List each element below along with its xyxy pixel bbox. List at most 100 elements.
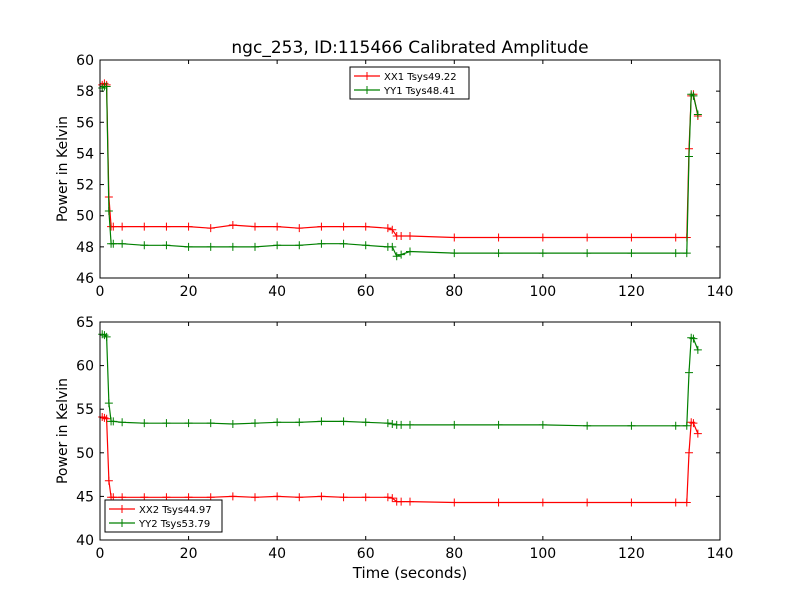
top-series-1-point (339, 222, 348, 231)
top-series-1-point (388, 225, 397, 234)
top-series-2-point (689, 91, 698, 100)
bottom-series-1-line (101, 416, 699, 504)
bottom-series-1-point (693, 429, 702, 438)
top-series-2-point (339, 239, 348, 248)
top-x-tick-label: 100 (529, 284, 556, 300)
bottom-series-2-point (689, 334, 698, 343)
bottom-series-1-point (689, 419, 698, 428)
bottom-y-tick-label: 50 (76, 446, 94, 462)
top-legend-label-2: YY1 Tsys48.41 (383, 86, 455, 97)
top-series-1-point (295, 224, 304, 233)
bottom-series-2-point (693, 345, 702, 354)
top-series-2-point (450, 249, 459, 258)
top-series-1-point (118, 222, 127, 231)
bottom-series-1-point (104, 476, 113, 485)
bottom-series-1-point (682, 498, 691, 507)
top-series-2-point (317, 239, 326, 248)
top-series-2-point (361, 241, 370, 250)
bottom-series-2-point (450, 420, 459, 429)
bottom-x-tick-label: 100 (529, 546, 556, 562)
top-axes-frame (99, 59, 721, 279)
bottom-series-1-point (685, 448, 693, 457)
top-series-1-point (406, 231, 414, 240)
bottom-series-2-point (206, 419, 215, 428)
bottom-series-2-point (383, 419, 392, 428)
bottom-series-2-point (118, 418, 127, 427)
top-y-tick-label: 46 (76, 271, 94, 287)
bottom-legend-marker-1 (118, 505, 126, 513)
top-series-2-point (406, 247, 414, 256)
top-series-1-point (184, 222, 193, 231)
top-series-2-point (104, 207, 113, 216)
top-series-1-point (206, 224, 215, 233)
top-series-2-point (206, 242, 215, 251)
bottom-x-tick-label: 0 (96, 546, 105, 562)
top-y-tick-label: 54 (76, 146, 94, 162)
bottom-series-1-point (339, 493, 348, 502)
top-x-tick-label: 140 (707, 284, 734, 300)
bottom-series-2-point (682, 421, 691, 430)
top-series-2-point (397, 250, 406, 259)
bottom-series-2-point (317, 417, 326, 426)
top-series-2-point (388, 242, 397, 251)
figure-title: ngc_253, ID:115466 Calibrated Amplitude (231, 38, 588, 58)
bottom-series-2-point (184, 419, 193, 428)
top-x-tick-label: 60 (357, 284, 375, 300)
top-series-1-point (671, 233, 680, 242)
top-series-2-point (140, 241, 149, 250)
top-series-1-point (383, 224, 392, 233)
bottom-series-2-point (102, 332, 111, 341)
bottom-y-tick-label: 55 (76, 402, 94, 418)
bottom-series-1-point (228, 492, 237, 501)
bottom-series-2-point (397, 420, 406, 429)
bottom-series-1-point (538, 498, 547, 507)
bottom-series-2-point (538, 420, 547, 429)
bottom-y-axis-label: Power in Kelvin (55, 378, 71, 484)
bottom-series-2-point (109, 417, 118, 426)
bottom-series-1-point (494, 498, 503, 507)
top-series-1-point (317, 222, 326, 231)
bottom-y-tick-label: 45 (76, 489, 94, 505)
top-legend-box (349, 66, 470, 100)
top-series-1-point (538, 233, 547, 242)
top-series-1-point (140, 222, 149, 231)
bottom-series-2-point (140, 419, 149, 428)
bottom-x-tick-label: 140 (707, 546, 734, 562)
bottom-x-tick-label: 20 (180, 546, 198, 562)
bottom-series-2-point (494, 420, 503, 429)
top-legend-marker-1 (363, 72, 371, 80)
top-series-2-point (102, 82, 111, 91)
top-panel: 0 20 40 60 80 100 120 140 46 48 50 52 54 56 58 60 Power… (55, 53, 733, 300)
top-series-2-point (494, 249, 503, 258)
top-series-2-point (538, 249, 547, 258)
top-x-tick-label: 40 (268, 284, 286, 300)
top-series-1-point (494, 233, 503, 242)
top-legend-marker-2 (363, 86, 371, 94)
top-series-1-point (361, 222, 370, 231)
bottom-series-1-point (671, 498, 680, 507)
bottom-legend-marker-2 (118, 519, 126, 527)
bottom-series-2-point (361, 418, 370, 427)
bottom-series-2-point (295, 418, 304, 427)
bottom-series-1-point (273, 492, 282, 501)
bottom-series-2-point (627, 421, 636, 430)
top-series-2-point (228, 242, 237, 251)
top-series-2-point (392, 252, 401, 261)
top-series-1-point (397, 231, 406, 240)
bottom-series-2-point (251, 419, 259, 428)
top-y-axis-label: Power in Kelvin (55, 116, 71, 222)
bottom-series-1-point (627, 498, 636, 507)
top-x-tick-label: 120 (618, 284, 645, 300)
top-y-tick-label: 52 (76, 178, 94, 194)
bottom-series-1-point (406, 497, 414, 506)
top-series-2-point (627, 249, 636, 258)
top-series-2-point (184, 242, 193, 251)
top-plot-area: 0 20 40 60 80 100 120 140 46 48 50 52 54 56 58 60 (76, 53, 733, 300)
bottom-x-tick-label: 120 (618, 546, 645, 562)
top-y-tick-label: 60 (76, 53, 94, 69)
bottom-series-2-point (388, 420, 397, 429)
bottom-legend-label-2: YY2 Tsys53.79 (138, 519, 210, 530)
top-y-tick-label: 48 (76, 240, 94, 256)
top-series-2-point (273, 241, 282, 250)
